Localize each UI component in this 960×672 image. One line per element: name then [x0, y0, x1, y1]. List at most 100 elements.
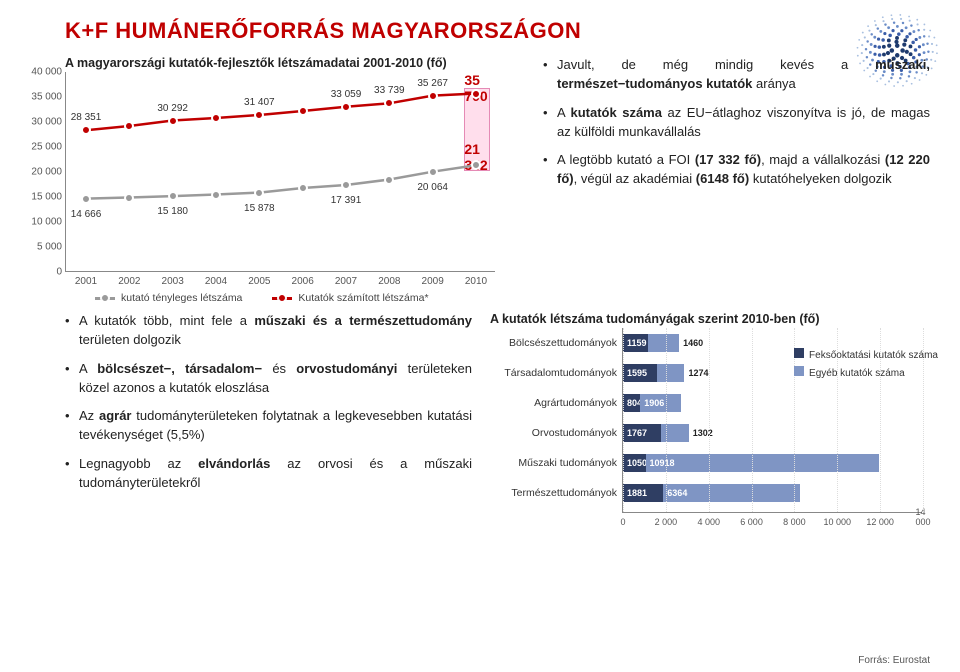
line-marker — [211, 113, 221, 123]
data-label: 20 064 — [417, 182, 448, 193]
bar-x-tick: 4 000 — [697, 517, 720, 527]
data-label: 15 878 — [244, 203, 275, 214]
bar-chart-container: Bölcsészettudományok11591460 Társadalomtu… — [490, 328, 930, 513]
y-axis-tick: 40 000 — [22, 67, 62, 78]
bar-segment: 1274 — [657, 364, 684, 382]
bar-category: Műszaki tudományok — [493, 457, 623, 469]
bar-row: Agrártudományok8041906 — [623, 394, 681, 412]
data-label: 15 180 — [157, 206, 188, 217]
bullet-item: A bölcsészet−, társadalom− és orvostudom… — [65, 360, 472, 398]
x-axis-tick: 2001 — [75, 276, 97, 287]
bar-chart-legend: Feksőoktatási kutatók száma Egyéb kutatók… — [794, 348, 938, 384]
line-marker — [428, 91, 438, 101]
bar-legend-item: Feksőoktatási kutatók száma — [794, 348, 938, 362]
line-chart-title: A magyarországi kutatók-fejlesztők létsz… — [65, 56, 525, 70]
line-marker — [168, 116, 178, 126]
line-marker — [254, 110, 264, 120]
x-axis-tick: 2010 — [465, 276, 487, 287]
bullet-item: A kutatók több, mint fele a műszaki és a… — [65, 312, 472, 350]
bar-segment: 1906 — [640, 394, 681, 412]
data-label: 17 391 — [331, 195, 362, 206]
data-label: 28 351 — [71, 112, 102, 123]
bar-x-tick: 10 000 — [824, 517, 852, 527]
bar-segment: 1595 — [623, 364, 657, 382]
y-axis-tick: 5 000 — [22, 242, 62, 253]
bar-category: Bölcsészettudományok — [493, 337, 623, 349]
x-axis-tick: 2002 — [118, 276, 140, 287]
bar-x-tick: 2 000 — [655, 517, 678, 527]
line-marker — [254, 188, 264, 198]
x-axis-tick: 2005 — [248, 276, 270, 287]
bullet-item: Javult, de még mindig kevés a műszaki, t… — [543, 56, 930, 94]
line-marker — [298, 106, 308, 116]
legend-item: kutató tényleges létszáma — [95, 292, 242, 304]
line-marker — [124, 121, 134, 131]
bar-x-tick: 12 000 — [866, 517, 894, 527]
bullet-item: A legtöbb kutató a FOI (17 332 fő), majd… — [543, 151, 930, 189]
bar-chart-title: A kutatók létszáma tudományágak szerint … — [490, 312, 930, 326]
bar-segment: 804 — [623, 394, 640, 412]
bar-row: Társadalomtudományok15951274 — [623, 364, 684, 382]
right-bullets: Javult, de még mindig kevés a műszaki, t… — [543, 56, 930, 304]
line-marker — [471, 89, 481, 99]
y-axis-tick: 0 — [22, 267, 62, 278]
line-marker — [81, 125, 91, 135]
x-axis-tick: 2004 — [205, 276, 227, 287]
x-axis-tick: 2008 — [378, 276, 400, 287]
y-axis-tick: 30 000 — [22, 117, 62, 128]
bar-category: Agrártudományok — [493, 397, 623, 409]
y-axis-tick: 15 000 — [22, 192, 62, 203]
bar-x-tick: 8 000 — [783, 517, 806, 527]
bar-row: Orvostudományok17671302 — [623, 424, 689, 442]
line-marker — [384, 175, 394, 185]
bar-segment: 1050 — [623, 454, 646, 472]
line-marker — [168, 191, 178, 201]
line-marker — [384, 98, 394, 108]
line-chart: 05 00010 00015 00020 00025 00030 00035 0… — [65, 72, 495, 272]
line-marker — [341, 102, 351, 112]
data-label: 33 059 — [331, 89, 362, 100]
x-axis-tick: 2003 — [162, 276, 184, 287]
bar-category: Társadalomtudományok — [493, 367, 623, 379]
y-axis-tick: 35 000 — [22, 92, 62, 103]
data-label: 33 739 — [374, 85, 405, 96]
bar-x-tick: 6 000 — [740, 517, 763, 527]
x-axis-tick: 2009 — [422, 276, 444, 287]
legend-item: Kutatók számított létszáma* — [272, 292, 428, 304]
source-text: Forrás: Eurostat — [858, 655, 930, 666]
line-chart-legend: kutató tényleges létszáma Kutatók számíto… — [95, 292, 525, 304]
bar-segment: 1881 — [623, 484, 663, 502]
line-marker — [124, 193, 134, 203]
y-axis-tick: 20 000 — [22, 167, 62, 178]
bar-segment: 10918 — [646, 454, 880, 472]
bar-legend-item: Egyéb kutatók száma — [794, 366, 938, 380]
x-axis-tick: 2006 — [292, 276, 314, 287]
data-label: 30 292 — [157, 103, 188, 114]
line-marker — [211, 190, 221, 200]
bar-segment: 1159 — [623, 334, 648, 352]
line-marker — [298, 183, 308, 193]
y-axis-tick: 25 000 — [22, 142, 62, 153]
data-label: 35 267 — [417, 78, 448, 89]
data-label: 14 666 — [71, 209, 102, 220]
bar-segment: 6364 — [663, 484, 799, 502]
line-chart-container: A magyarországi kutatók-fejlesztők létsz… — [65, 56, 525, 304]
line-marker — [428, 167, 438, 177]
page-title: K+F HUMÁNERŐFORRÁS MAGYARORSZÁGON — [65, 18, 930, 44]
bullet-item: Legnagyobb az elvándorlás az orvosi és a… — [65, 455, 472, 493]
line-marker — [341, 180, 351, 190]
line-marker — [81, 194, 91, 204]
bar-category: Orvostudományok — [493, 427, 623, 439]
y-axis-tick: 10 000 — [22, 217, 62, 228]
bar-segment: 1767 — [623, 424, 661, 442]
bar-category: Természettudományok — [493, 487, 623, 499]
bullet-item: Az agrár tudományterületeken folytatnak … — [65, 407, 472, 445]
bar-row: Bölcsészettudományok11591460 — [623, 334, 679, 352]
bullet-item: A kutatók száma az EU−átlaghoz viszonyít… — [543, 104, 930, 142]
left-bullets: A kutatók több, mint fele a műszaki és a… — [65, 312, 472, 513]
bar-x-tick: 0 — [620, 517, 625, 527]
bar-segment: 1460 — [648, 334, 679, 352]
x-axis-tick: 2007 — [335, 276, 357, 287]
line-marker — [471, 160, 481, 170]
bar-row: Természettudományok18816364 — [623, 484, 800, 502]
